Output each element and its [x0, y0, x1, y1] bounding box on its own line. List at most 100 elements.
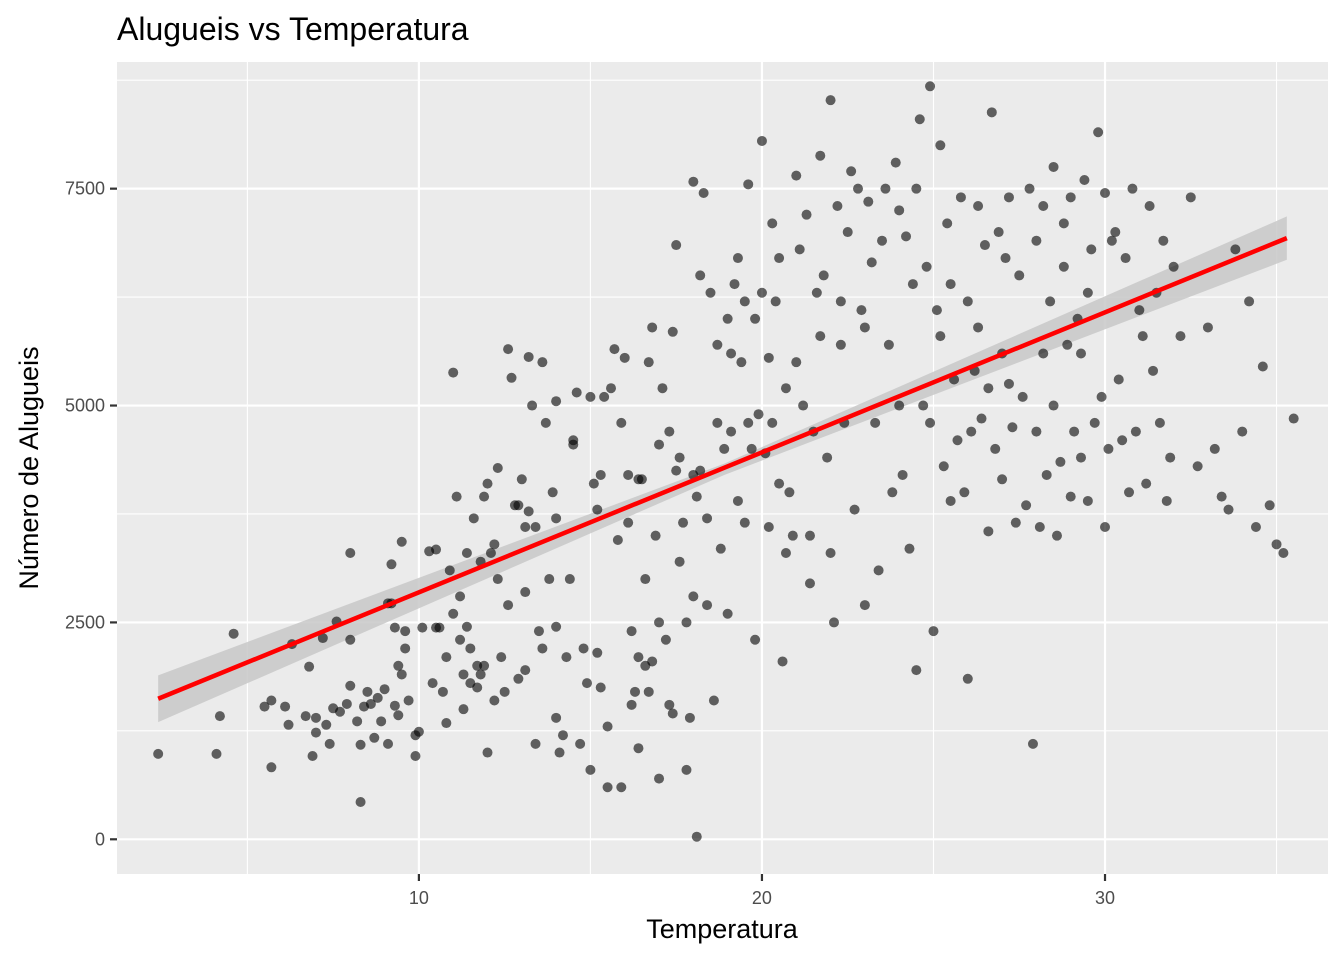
data-point — [1082, 495, 1093, 506]
data-point — [1041, 469, 1052, 480]
x-axis-title: Temperatura — [646, 914, 799, 944]
data-point — [1175, 331, 1186, 342]
data-point — [1055, 456, 1066, 467]
data-point — [523, 506, 534, 517]
data-point — [602, 721, 613, 732]
data-point — [533, 626, 544, 637]
data-point — [321, 719, 332, 730]
data-point — [482, 478, 493, 489]
data-point — [1007, 422, 1018, 433]
data-point — [743, 417, 754, 428]
data-point — [417, 622, 428, 633]
data-point — [791, 170, 802, 181]
data-point — [1038, 348, 1049, 359]
data-point — [557, 730, 568, 741]
data-point — [503, 344, 514, 355]
data-point — [228, 628, 239, 639]
data-point — [1117, 435, 1128, 446]
data-point — [479, 491, 490, 502]
data-point — [983, 526, 994, 537]
data-point — [503, 600, 514, 611]
data-point — [554, 747, 565, 758]
data-point — [540, 417, 551, 428]
data-point — [647, 656, 658, 667]
data-point — [780, 383, 791, 394]
data-point — [880, 183, 891, 194]
data-point — [1045, 296, 1056, 307]
data-point — [739, 517, 750, 528]
data-point — [448, 367, 459, 378]
data-point — [722, 313, 733, 324]
data-point — [815, 331, 826, 342]
data-point — [153, 748, 164, 759]
data-point — [1021, 500, 1032, 511]
data-point — [654, 617, 665, 628]
data-point — [976, 413, 987, 424]
data-point — [921, 261, 932, 272]
x-tick-label: 20 — [752, 888, 772, 908]
data-point — [664, 699, 675, 710]
data-point — [516, 474, 527, 485]
data-point — [513, 673, 524, 684]
data-point — [726, 426, 737, 437]
data-point — [300, 711, 311, 722]
data-point — [856, 305, 867, 316]
data-point — [1192, 461, 1203, 472]
data-point — [674, 556, 685, 567]
data-point — [455, 634, 466, 645]
data-point — [1024, 183, 1035, 194]
data-point — [743, 179, 754, 190]
data-point — [1137, 331, 1148, 342]
data-point — [712, 339, 723, 350]
data-point — [794, 244, 805, 255]
data-point — [1209, 443, 1220, 454]
data-point — [911, 183, 922, 194]
data-point — [873, 565, 884, 576]
y-tick-label: 7500 — [65, 179, 105, 199]
data-point — [1003, 378, 1014, 389]
data-point — [962, 296, 973, 307]
data-point — [671, 465, 682, 476]
data-point — [551, 396, 562, 407]
data-point — [1185, 192, 1196, 203]
data-point — [756, 135, 767, 146]
data-point — [979, 240, 990, 251]
data-point — [455, 591, 466, 602]
data-point — [355, 739, 366, 750]
data-point — [763, 352, 774, 363]
data-point — [774, 253, 785, 264]
data-point — [1250, 521, 1261, 532]
data-point — [695, 465, 706, 476]
data-point — [1216, 491, 1227, 502]
data-point — [715, 543, 726, 554]
data-point — [671, 240, 682, 251]
data-point — [530, 738, 541, 749]
data-point — [997, 474, 1008, 485]
data-point — [1003, 192, 1014, 203]
data-point — [935, 140, 946, 151]
data-point — [461, 621, 472, 632]
data-point — [1158, 235, 1169, 246]
data-point — [1124, 487, 1135, 498]
data-point — [1127, 183, 1138, 194]
x-tick-label: 10 — [409, 888, 429, 908]
data-point — [691, 491, 702, 502]
data-point — [379, 684, 390, 695]
data-point — [606, 383, 617, 394]
data-point — [698, 187, 709, 198]
data-point — [383, 738, 394, 749]
data-point — [911, 665, 922, 676]
data-point — [667, 326, 678, 337]
data-point — [492, 463, 503, 473]
data-point — [664, 426, 675, 437]
data-point — [660, 634, 671, 645]
data-point — [811, 287, 822, 298]
data-point — [520, 587, 531, 598]
data-point — [746, 443, 757, 454]
data-point — [907, 279, 918, 290]
data-point — [304, 661, 315, 672]
data-point — [1069, 426, 1080, 437]
data-point — [732, 253, 743, 264]
data-point — [578, 643, 589, 654]
data-point — [1134, 305, 1145, 316]
